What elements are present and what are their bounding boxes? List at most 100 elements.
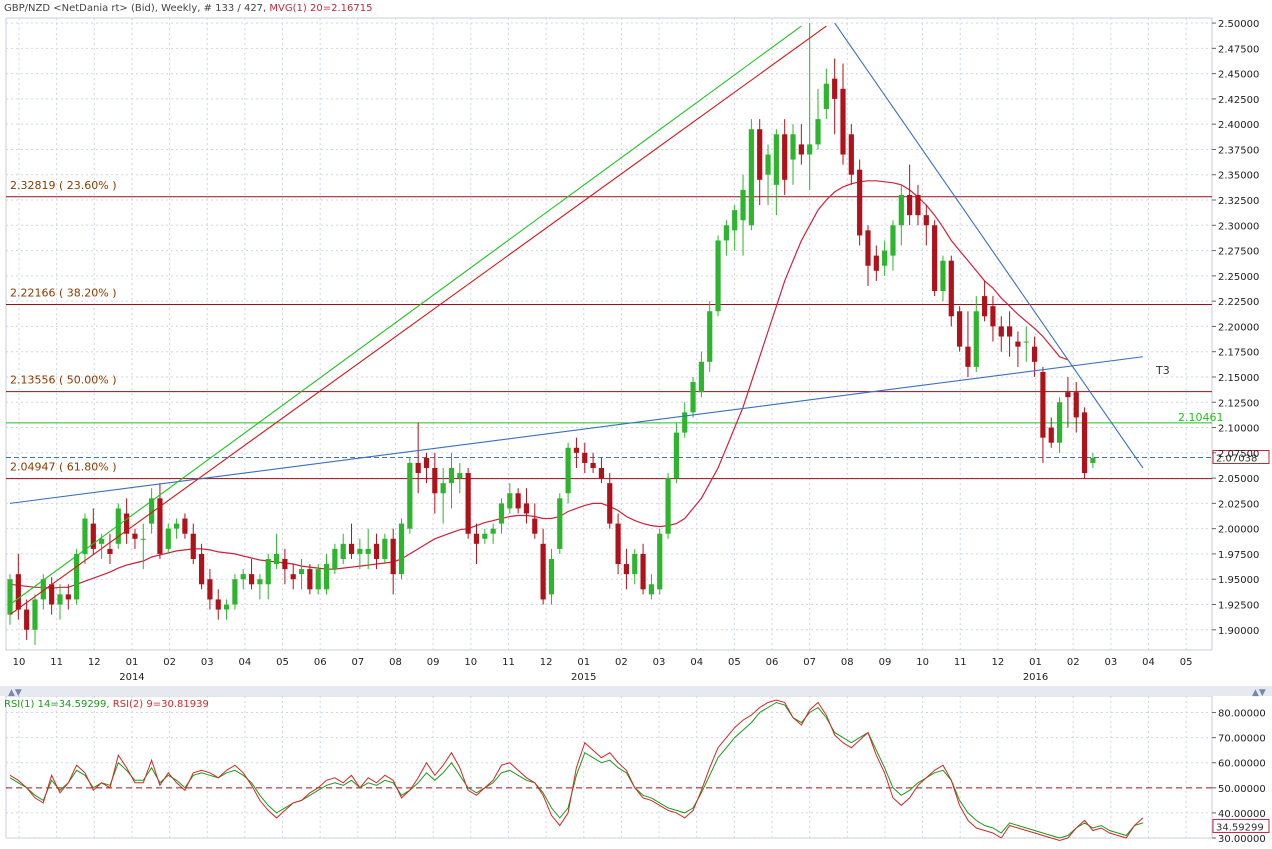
collapse-icon: ▲▼ [8, 688, 22, 698]
candle-body [440, 483, 446, 494]
x-tick-label: 07 [803, 657, 816, 668]
candle-body [590, 462, 596, 468]
grid-layer: ▲▼ ▲▼ [0, 17, 1272, 839]
candle-body [707, 311, 713, 362]
candle-body [1023, 341, 1029, 343]
candle-body [257, 579, 263, 585]
candle-body [1031, 346, 1038, 362]
chart-title: GBP/NZD <NetDania rt> (Bid), Weekly, # 1… [4, 3, 372, 14]
y-tick-label: 2.07500 [1218, 449, 1259, 460]
candle-body [207, 579, 213, 600]
candle-body [673, 432, 679, 479]
trendline-green [9, 25, 802, 605]
fibonacci-levels: 2.32819 ( 23.60% ) 2.22166 ( 38.20% ) 2.13… [6, 179, 1270, 480]
candle-body [832, 78, 838, 99]
y-tick-label: 1.92500 [1218, 600, 1259, 611]
y-tick-label: 2.45000 [1218, 70, 1259, 81]
candlestick-layer [7, 23, 1096, 645]
x-tick-label: 10 [916, 657, 929, 668]
price-panel-frame [5, 17, 1213, 651]
candle-body [932, 225, 938, 292]
candle-body [1040, 371, 1046, 438]
candle-body [540, 543, 546, 600]
candle-body [973, 311, 979, 367]
candle-body [332, 548, 338, 570]
candle-body [32, 599, 38, 630]
candle-body [140, 538, 146, 540]
candle-body [74, 553, 80, 600]
candle-body [657, 533, 663, 590]
x-tick-label: 09 [427, 657, 440, 668]
rsi-y-tick-label: 40.00000 [1218, 809, 1266, 820]
candle-body [423, 457, 430, 468]
candle-body [1065, 392, 1071, 398]
candle-body [640, 553, 646, 590]
candle-body [157, 498, 163, 554]
candle-body [523, 503, 530, 514]
candle-body [890, 225, 896, 256]
candle-body [515, 493, 521, 509]
candle-body [82, 518, 88, 554]
x-tick-label: 03 [1104, 657, 1117, 668]
rsi-current-label: 34.59299 [1216, 822, 1264, 833]
y-tick-label: 1.95000 [1218, 575, 1259, 586]
x-tick-label: 07 [351, 657, 364, 668]
candle-body [915, 194, 921, 216]
rsi-y-tick-label: 80.00000 [1218, 709, 1266, 720]
candle-body [365, 548, 371, 554]
candle-body [807, 144, 813, 155]
moving-average-layer [9, 180, 1069, 589]
year-label: 2015 [571, 672, 596, 683]
x-tick-label: 03 [201, 657, 214, 668]
candle-body [1081, 412, 1088, 474]
y-tick-label: 2.15000 [1218, 373, 1259, 384]
candle-body [690, 382, 696, 413]
candle-body [165, 528, 171, 549]
candle-body [582, 452, 588, 463]
x-tick-label: 01 [1029, 657, 1042, 668]
candle-body [732, 210, 738, 231]
candle-body [865, 230, 871, 266]
candle-body [223, 604, 230, 610]
y-tick-label: 2.17500 [1218, 348, 1259, 359]
candle-body [15, 574, 21, 610]
candle-body [723, 225, 729, 241]
x-tick-label: 04 [239, 657, 252, 668]
candle-body [773, 134, 779, 185]
year-label: 2016 [1023, 672, 1048, 683]
y-tick-label: 2.30000 [1218, 221, 1259, 232]
candle-body [398, 523, 405, 575]
candle-body [307, 569, 313, 590]
candle-body [1090, 457, 1096, 463]
candle-body [698, 361, 704, 393]
candle-body [757, 129, 763, 180]
candle-body [457, 473, 463, 479]
rsi-y-tick-label: 70.00000 [1218, 734, 1266, 745]
candle-body [1007, 326, 1013, 337]
rsi-series-line [9, 699, 1144, 842]
candle-body [40, 579, 46, 600]
x-tick-label: 02 [163, 657, 176, 668]
symbol-text: GBP/NZD <NetDania rt> (Bid), Weekly, # 1… [4, 3, 266, 14]
candle-body [798, 144, 804, 155]
candle-body [557, 498, 563, 549]
candle-body [873, 255, 879, 271]
candle-body [57, 594, 63, 605]
candle-body [1056, 402, 1063, 443]
candle-body [857, 169, 863, 236]
candle-body [998, 326, 1004, 337]
candle-body [340, 543, 346, 559]
x-tick-label: 12 [992, 657, 1005, 668]
candle-body [49, 584, 55, 605]
candle-body [1073, 392, 1079, 418]
x-tick-label: 06 [314, 657, 327, 668]
candle-body [598, 467, 605, 479]
y-tick-label: 1.90000 [1218, 626, 1259, 637]
candle-body [240, 574, 246, 580]
x-tick-label: 10 [13, 657, 26, 668]
candle-body [923, 215, 929, 226]
x-tick-label: 02 [615, 657, 628, 668]
moving-average-line [9, 180, 1069, 589]
